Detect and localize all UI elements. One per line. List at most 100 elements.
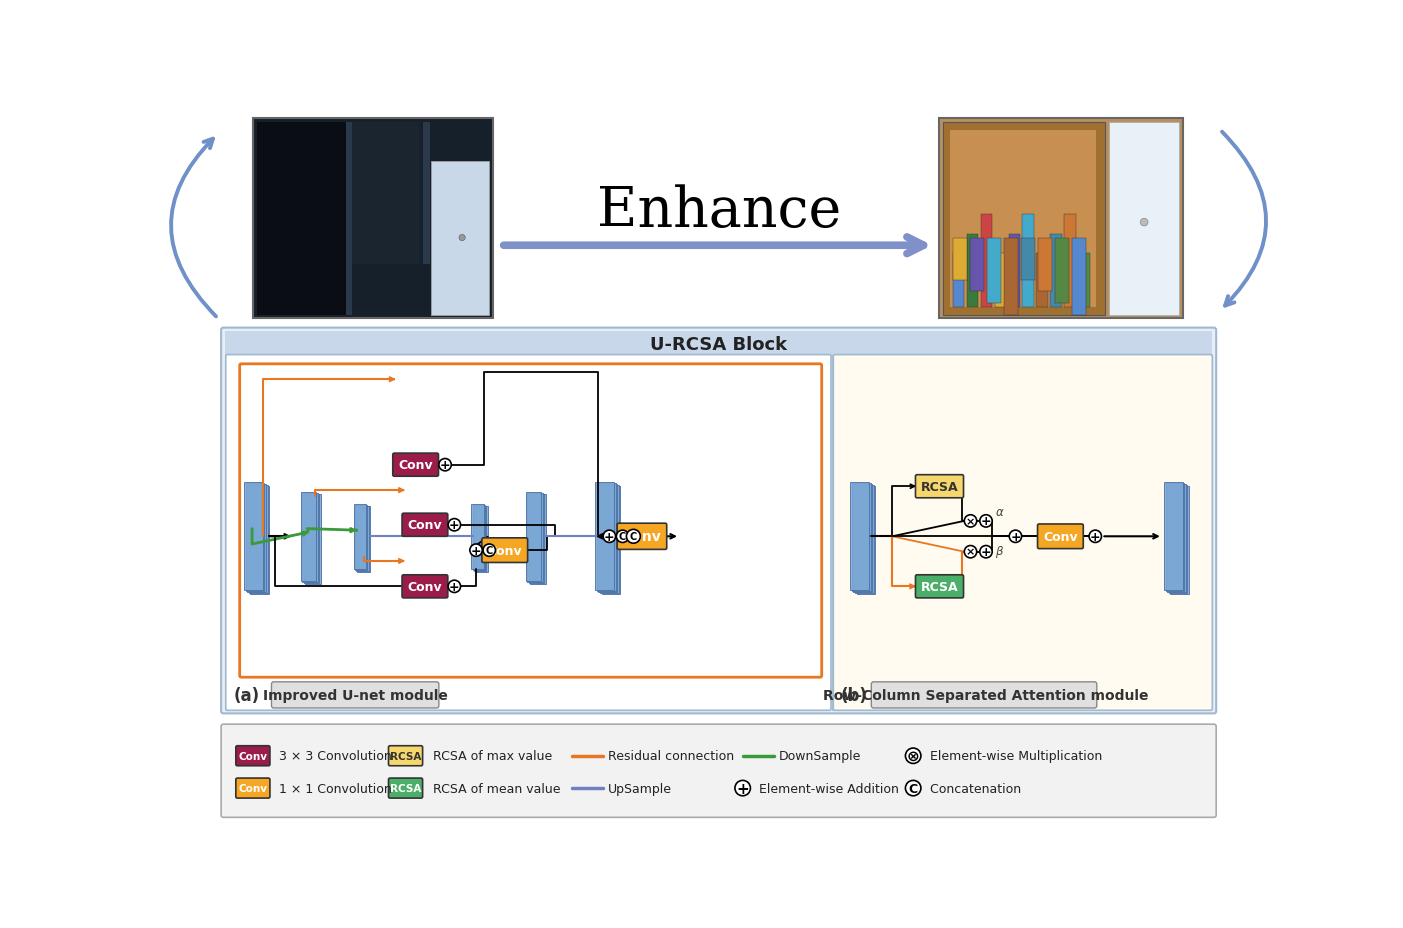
Text: Conv: Conv — [239, 783, 268, 793]
Text: Conv: Conv — [408, 580, 442, 593]
Bar — [306, 495, 321, 584]
Bar — [852, 483, 870, 591]
Bar — [1072, 238, 1086, 316]
Bar — [474, 506, 487, 572]
Circle shape — [448, 581, 460, 593]
Circle shape — [905, 780, 920, 796]
Circle shape — [964, 515, 976, 527]
Circle shape — [979, 515, 992, 527]
Text: Conv: Conv — [487, 544, 522, 557]
Bar — [986, 238, 1000, 303]
Text: ⊗: ⊗ — [906, 749, 919, 764]
FancyBboxPatch shape — [389, 779, 422, 798]
Circle shape — [905, 748, 920, 764]
Bar — [246, 483, 265, 591]
Bar — [431, 161, 490, 316]
Text: ×: × — [965, 516, 975, 526]
Bar — [1167, 484, 1186, 592]
Bar — [251, 487, 269, 595]
Text: Conv: Conv — [408, 519, 442, 532]
Bar — [356, 506, 369, 572]
Bar — [850, 483, 868, 590]
Bar — [856, 487, 875, 595]
FancyBboxPatch shape — [833, 355, 1212, 711]
Text: UpSample: UpSample — [607, 781, 672, 794]
Bar — [354, 505, 366, 570]
Bar — [253, 119, 492, 319]
Bar — [1038, 238, 1052, 292]
Bar — [969, 238, 984, 292]
Bar — [1037, 253, 1048, 307]
FancyBboxPatch shape — [403, 575, 448, 599]
Text: 3 × 3 Convolution: 3 × 3 Convolution — [271, 750, 393, 763]
Text: $\beta$: $\beta$ — [995, 544, 1003, 560]
Bar — [1166, 483, 1184, 591]
FancyBboxPatch shape — [481, 538, 528, 563]
Bar — [300, 492, 317, 581]
Bar — [950, 131, 1096, 307]
Bar — [304, 494, 320, 583]
Circle shape — [483, 545, 495, 557]
Circle shape — [979, 546, 992, 559]
Bar — [1051, 235, 1062, 307]
FancyBboxPatch shape — [916, 575, 964, 599]
FancyBboxPatch shape — [393, 454, 439, 477]
Bar — [595, 483, 615, 590]
Text: DownSample: DownSample — [779, 750, 860, 763]
Text: Concatenation: Concatenation — [926, 781, 1021, 794]
FancyBboxPatch shape — [236, 746, 269, 766]
Text: Row-Column Separated Attention module: Row-Column Separated Attention module — [824, 689, 1149, 702]
Circle shape — [626, 530, 640, 544]
FancyBboxPatch shape — [871, 682, 1097, 708]
Text: +: + — [449, 580, 460, 593]
Bar — [257, 122, 347, 316]
Text: +: + — [981, 546, 992, 559]
FancyBboxPatch shape — [236, 779, 269, 798]
Bar — [1055, 238, 1069, 303]
Bar — [1021, 238, 1035, 280]
Text: (b): (b) — [840, 686, 867, 704]
Bar — [248, 485, 268, 594]
Bar — [599, 484, 617, 592]
Text: Conv: Conv — [398, 458, 434, 471]
Text: +: + — [981, 515, 992, 528]
Bar — [431, 161, 490, 316]
Text: C: C — [909, 781, 918, 794]
Text: Enhance: Enhance — [596, 184, 840, 238]
Text: Conv: Conv — [1042, 530, 1078, 543]
Circle shape — [439, 459, 452, 471]
Circle shape — [735, 780, 751, 796]
Circle shape — [1009, 531, 1021, 543]
Text: RCSA: RCSA — [920, 580, 958, 593]
Text: (a): (a) — [234, 686, 260, 704]
FancyBboxPatch shape — [226, 355, 831, 711]
Bar — [602, 487, 620, 595]
Bar — [244, 483, 262, 590]
Text: Conv: Conv — [239, 751, 268, 761]
Text: RCSA of max value: RCSA of max value — [425, 750, 553, 763]
Text: +: + — [605, 530, 615, 543]
Bar — [424, 122, 429, 265]
Text: Improved U-net module: Improved U-net module — [262, 689, 448, 702]
FancyBboxPatch shape — [222, 725, 1216, 818]
FancyBboxPatch shape — [222, 329, 1216, 714]
Bar — [1005, 238, 1017, 316]
Text: ×: × — [965, 548, 975, 557]
Bar — [528, 493, 543, 582]
Text: U-RCSA Block: U-RCSA Block — [650, 335, 787, 354]
FancyBboxPatch shape — [389, 746, 422, 766]
Bar — [1009, 235, 1020, 307]
Bar — [995, 253, 1006, 307]
Bar — [967, 235, 978, 307]
Bar — [526, 492, 542, 581]
Circle shape — [459, 235, 466, 241]
Circle shape — [616, 531, 629, 543]
Circle shape — [603, 531, 616, 543]
Text: +: + — [449, 519, 460, 532]
FancyBboxPatch shape — [617, 523, 666, 549]
Text: C: C — [485, 546, 492, 556]
Bar — [943, 122, 1106, 316]
Bar — [939, 119, 1183, 319]
Text: C: C — [619, 532, 626, 542]
Text: Element-wise Multiplication: Element-wise Multiplication — [926, 750, 1101, 763]
